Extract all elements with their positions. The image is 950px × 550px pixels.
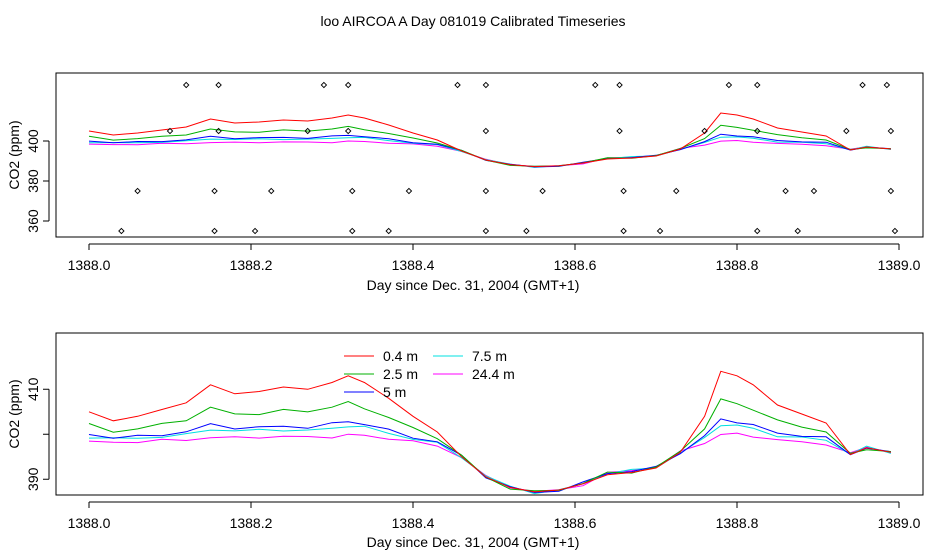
axes-bottom: 1388.0 1388.2 1388.4 1388.6 1388.8 1389.0 390 4… xyxy=(25,377,921,531)
marker-point xyxy=(349,227,356,235)
figure-title: loo AIRCOA A Day 081019 Calibrated Times… xyxy=(320,13,625,29)
marker-point xyxy=(385,227,392,235)
marker-point xyxy=(656,227,664,235)
marker-point xyxy=(843,127,850,135)
marker-point xyxy=(859,81,866,89)
markers-top xyxy=(118,81,899,235)
marker-point xyxy=(725,81,733,89)
x-tick-label-top: 1388.0 xyxy=(68,257,111,273)
series-line-bottom-1 xyxy=(88,398,891,492)
marker-point xyxy=(701,127,708,135)
marker-point xyxy=(454,81,461,89)
x-tick-label-top: 1388.2 xyxy=(230,257,273,273)
xlabel-bottom: Day since Dec. 31, 2004 (GMT+1) xyxy=(367,534,580,550)
x-tick-label-bottom: 1388.6 xyxy=(554,515,597,531)
marker-point xyxy=(539,187,546,195)
legend-label: 24.4 m xyxy=(472,366,515,382)
marker-point xyxy=(883,81,891,89)
marker-point xyxy=(794,227,801,235)
marker-point xyxy=(620,187,627,195)
marker-point xyxy=(344,81,352,89)
marker-point xyxy=(304,127,311,135)
marker-point xyxy=(320,81,328,89)
marker-point xyxy=(782,187,789,195)
marker-point xyxy=(482,187,490,195)
plot-frame-top xyxy=(55,72,924,238)
x-tick-label-top: 1388.4 xyxy=(392,257,435,273)
marker-point xyxy=(620,227,627,235)
series-line-bottom-0 xyxy=(88,370,891,493)
marker-point xyxy=(673,187,680,195)
x-tick-label-top: 1388.8 xyxy=(716,257,759,273)
marker-point xyxy=(182,81,190,89)
series-line-bottom-3 xyxy=(88,424,892,495)
marker-point xyxy=(482,127,490,135)
marker-point xyxy=(215,81,222,89)
x-tick-label-bottom: 1389.0 xyxy=(878,515,921,531)
marker-point xyxy=(251,227,259,235)
marker-point xyxy=(215,127,222,135)
plot-frame-bottom xyxy=(55,332,924,496)
series-line-top-3 xyxy=(88,136,891,168)
marker-point xyxy=(891,227,899,235)
marker-point xyxy=(268,187,275,195)
ylabel-top: CO2 (ppm) xyxy=(6,120,22,189)
y-tick-label-top: 360 xyxy=(25,209,41,233)
marker-point xyxy=(482,81,490,89)
x-tick-label-bottom: 1388.2 xyxy=(230,515,273,531)
x-tick-label-bottom: 1388.8 xyxy=(716,515,759,531)
marker-point xyxy=(523,227,530,235)
legend-label: 2.5 m xyxy=(383,366,418,382)
marker-point xyxy=(616,81,623,89)
marker-point xyxy=(349,187,356,195)
legend-label: 7.5 m xyxy=(472,348,507,364)
series-line-top-0 xyxy=(88,112,891,168)
marker-point xyxy=(482,227,490,235)
ylabel-bottom: CO2 (ppm) xyxy=(6,379,22,448)
legend-label: 0.4 m xyxy=(383,348,418,364)
marker-point xyxy=(134,187,141,195)
marker-point xyxy=(211,187,218,195)
marker-point xyxy=(592,81,599,89)
marker-point xyxy=(344,127,352,135)
y-tick-label-top: 400 xyxy=(25,129,41,153)
y-tick-label-bottom: 390 xyxy=(25,467,41,491)
series-lines-top xyxy=(88,112,891,168)
legend-label: 5 m xyxy=(383,384,406,400)
series-lines-bottom xyxy=(88,370,892,495)
marker-point xyxy=(754,227,761,235)
series-line-bottom-4 xyxy=(88,432,892,492)
marker-point xyxy=(810,187,818,195)
y-tick-label-top: 380 xyxy=(25,169,41,193)
panel-bottom: 1388.0 1388.2 1388.4 1388.6 1388.8 1389.0 390 4… xyxy=(6,332,924,550)
marker-point xyxy=(754,127,761,135)
x-tick-label-top: 1388.6 xyxy=(554,257,597,273)
marker-point xyxy=(616,127,623,135)
legend: 0.4 m 2.5 m 5 m 7.5 m 24.4 m xyxy=(344,348,515,400)
x-tick-label-bottom: 1388.4 xyxy=(392,515,435,531)
marker-point xyxy=(405,187,413,195)
xlabel-top: Day since Dec. 31, 2004 (GMT+1) xyxy=(367,277,580,293)
y-tick-label-bottom: 410 xyxy=(25,377,41,401)
marker-point xyxy=(754,81,761,89)
panel-top: 1388.0 1388.2 1388.4 1388.6 1388.8 1389.0 360 3… xyxy=(6,72,924,293)
marker-point xyxy=(887,127,895,135)
marker-point xyxy=(118,227,125,235)
marker-point xyxy=(887,187,895,195)
x-tick-label-bottom: 1388.0 xyxy=(68,515,111,531)
marker-point xyxy=(211,227,218,235)
marker-point xyxy=(166,127,174,135)
x-tick-label-top: 1389.0 xyxy=(878,257,921,273)
axes-top: 1388.0 1388.2 1388.4 1388.6 1388.8 1389.0 360 3… xyxy=(25,129,921,273)
series-line-top-4 xyxy=(88,139,891,167)
